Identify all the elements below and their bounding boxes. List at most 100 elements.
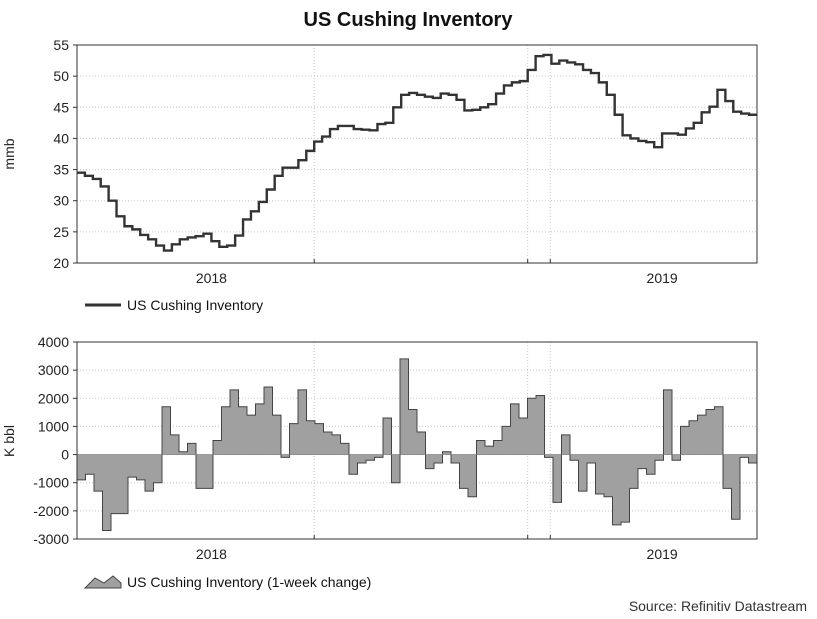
bottom-legend-label: US Cushing Inventory (1-week change) (127, 574, 371, 590)
weekly-change-bar (706, 409, 715, 455)
top-plot-frame (76, 44, 758, 264)
y-tick-label: 45 (53, 99, 69, 115)
weekly-change-bar (323, 432, 333, 455)
x-tick-label: 2018 (196, 546, 227, 562)
weekly-change-outline (77, 358, 757, 532)
y-tick-label: -3000 (33, 531, 69, 547)
weekly-change-bar (77, 454, 86, 480)
weekly-change-bar (587, 454, 596, 464)
weekly-change-bar (451, 454, 460, 464)
weekly-change-bar (459, 454, 469, 489)
weekly-change-bar (391, 454, 401, 483)
top-gridlines (77, 45, 757, 263)
weekly-change-bar (595, 454, 605, 494)
weekly-change-bar (102, 454, 112, 531)
weekly-change-bar (221, 406, 231, 455)
y-tick-label: 40 (53, 130, 69, 146)
weekly-change-bar (740, 454, 749, 458)
x-tick-label: 2019 (647, 270, 678, 286)
y-tick-label: 25 (53, 224, 69, 240)
weekly-change-bar (519, 417, 528, 455)
weekly-change-bar (119, 454, 129, 514)
weekly-change-bar (578, 454, 588, 492)
weekly-change-bar (527, 398, 537, 455)
weekly-change-bar (94, 454, 103, 492)
weekly-change-bar (714, 406, 724, 455)
weekly-change-bar (298, 389, 307, 455)
weekly-change-bar (621, 454, 630, 523)
weekly-change-bar (672, 454, 681, 461)
weekly-change-bar (247, 415, 256, 455)
weekly-change-bar (357, 454, 367, 464)
weekly-change-bar (485, 446, 494, 455)
weekly-change-bar (731, 454, 741, 520)
bottom-series-group (77, 358, 758, 532)
weekly-change-bar (383, 417, 392, 455)
weekly-change-bar (689, 420, 698, 455)
weekly-change-bar (349, 454, 358, 475)
weekly-change-bar (238, 406, 248, 455)
weekly-change-bar (340, 443, 350, 455)
y-tick-label: 1000 (38, 418, 69, 434)
weekly-change-bar (417, 432, 426, 455)
weekly-change-bar (697, 415, 707, 455)
y-tick-label: 4000 (38, 334, 69, 350)
weekly-change-bar (136, 454, 146, 480)
top-legend: US Cushing Inventory (85, 297, 263, 313)
y-tick-label: 50 (53, 68, 69, 84)
weekly-change-bar (723, 454, 732, 489)
weekly-change-bar (561, 434, 571, 455)
weekly-change-bar (434, 454, 443, 464)
y-tick-label: 55 (53, 37, 69, 53)
weekly-change-bar (442, 451, 452, 455)
weekly-change-bar (680, 426, 690, 455)
weekly-change-bar (145, 454, 154, 492)
series-line-cushing-inventory (77, 53, 757, 252)
weekly-change-bar (655, 454, 664, 461)
weekly-change-bar (570, 454, 579, 461)
y-tick-label: 2000 (38, 390, 69, 406)
weekly-change-bar (306, 420, 316, 455)
y-tick-label: 30 (53, 193, 69, 209)
y-tick-label: 3000 (38, 362, 69, 378)
weekly-change-bar (544, 454, 554, 458)
weekly-change-bar (315, 423, 324, 455)
source-note: Source: Refinitiv Datastream (629, 598, 807, 614)
weekly-change-bar (553, 454, 562, 503)
weekly-change-bar (332, 434, 341, 455)
weekly-change-bar (179, 451, 188, 455)
weekly-change-bar (153, 454, 163, 483)
weekly-change-bar (111, 454, 120, 514)
weekly-change-bar (425, 454, 435, 469)
bottom-legend: US Cushing Inventory (1-week change) (83, 574, 371, 590)
weekly-change-bar (400, 358, 409, 455)
weekly-change-bar (204, 454, 214, 489)
bottom-legend-swatch (83, 575, 122, 589)
chart-title: US Cushing Inventory (304, 9, 514, 31)
weekly-change-bar (128, 454, 137, 478)
weekly-change-bar (638, 454, 647, 469)
weekly-change-bar (170, 434, 180, 455)
weekly-change-bar (604, 454, 613, 497)
y-tick-label: 20 (53, 255, 69, 271)
bottom-y-axis-ticks: -3000 -2000 -1000 0 1000 2000 3000 4000 (33, 334, 77, 547)
bottom-y-axis-label: K bbl (1, 425, 17, 457)
y-tick-label: 35 (53, 162, 69, 178)
weekly-change-bar (289, 423, 299, 455)
top-y-axis-ticks: 20 25 30 35 40 45 50 55 (53, 37, 77, 271)
weekly-change-bar (493, 440, 503, 455)
x-tick-label: 2018 (196, 270, 227, 286)
weekly-change-bar (374, 454, 384, 458)
weekly-change-bar (196, 454, 205, 489)
top-legend-label: US Cushing Inventory (127, 297, 263, 313)
weekly-change-bar (187, 443, 197, 455)
top-y-axis-label: mmb (1, 138, 17, 169)
weekly-change-bar (468, 454, 477, 497)
weekly-change-bar (366, 454, 375, 461)
weekly-change-bar (255, 403, 265, 455)
weekly-change-bar (536, 395, 545, 455)
y-tick-label: -1000 (33, 475, 69, 491)
y-tick-label: 0 (61, 447, 69, 463)
